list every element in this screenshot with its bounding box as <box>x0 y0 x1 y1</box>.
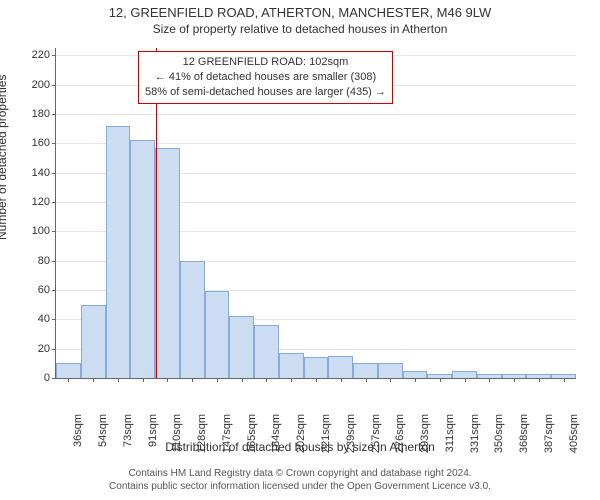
page-title: 12, GREENFIELD ROAD, ATHERTON, MANCHESTE… <box>0 5 600 20</box>
histogram-bar <box>155 148 180 378</box>
x-tick-mark <box>167 378 168 382</box>
x-tick-label: 110sqm <box>171 408 183 464</box>
x-tick-label: 350sqm <box>493 408 505 464</box>
x-tick-mark <box>514 378 515 382</box>
x-tick-label: 387sqm <box>543 408 555 464</box>
x-tick-label: 293sqm <box>419 408 431 464</box>
x-tick-mark <box>366 378 367 382</box>
annotation-line: ← 41% of detached houses are smaller (30… <box>145 70 386 85</box>
histogram-bar <box>279 353 304 378</box>
x-tick-mark <box>390 378 391 382</box>
x-tick-mark <box>242 378 243 382</box>
histogram-bar <box>403 371 428 378</box>
x-tick-label: 257sqm <box>370 408 382 464</box>
y-tick-label: 140 <box>32 167 56 179</box>
x-tick-mark <box>440 378 441 382</box>
annotation-line: 58% of semi-detached houses are larger (… <box>145 85 386 100</box>
x-tick-mark <box>118 378 119 382</box>
y-tick-label: 220 <box>32 49 56 61</box>
y-tick-label: 20 <box>38 343 56 355</box>
x-tick-label: 239sqm <box>345 408 357 464</box>
page-subtitle: Size of property relative to detached ho… <box>0 22 600 36</box>
x-tick-mark <box>316 378 317 382</box>
x-tick-mark <box>143 378 144 382</box>
x-tick-label: 91sqm <box>147 408 159 464</box>
x-tick-mark <box>93 378 94 382</box>
gridline <box>56 114 576 115</box>
footer-line-2: Contains public sector information licen… <box>109 481 491 492</box>
x-tick-mark <box>489 378 490 382</box>
x-tick-label: 311sqm <box>444 408 456 464</box>
x-tick-mark <box>415 378 416 382</box>
x-tick-label: 184sqm <box>270 408 282 464</box>
y-tick-label: 0 <box>44 372 56 384</box>
x-tick-label: 202sqm <box>295 408 307 464</box>
histogram-bar <box>304 357 329 378</box>
x-tick-label: 36sqm <box>72 408 84 464</box>
histogram-bar <box>229 316 254 378</box>
x-tick-mark <box>291 378 292 382</box>
y-tick-label: 180 <box>32 108 56 120</box>
histogram-plot: 02040608010012014016018020022036sqm54sqm… <box>55 48 576 379</box>
footer-line-1: Contains HM Land Registry data © Crown c… <box>128 468 471 479</box>
histogram-bar <box>180 261 205 378</box>
x-tick-label: 147sqm <box>221 408 233 464</box>
y-axis-label: Number of detached properties <box>0 75 9 240</box>
x-tick-mark <box>217 378 218 382</box>
annotation-line: 12 GREENFIELD ROAD: 102sqm <box>145 55 386 70</box>
histogram-bar <box>56 363 81 378</box>
x-tick-label: 276sqm <box>394 408 406 464</box>
histogram-bar <box>378 363 403 378</box>
x-tick-mark <box>564 378 565 382</box>
y-tick-label: 60 <box>38 284 56 296</box>
annotation-box: 12 GREENFIELD ROAD: 102sqm← 41% of detac… <box>138 51 393 104</box>
histogram-bar <box>205 291 230 378</box>
x-tick-label: 368sqm <box>518 408 530 464</box>
x-tick-mark <box>266 378 267 382</box>
x-tick-label: 73sqm <box>122 408 134 464</box>
y-tick-label: 100 <box>32 225 56 237</box>
x-tick-mark <box>68 378 69 382</box>
histogram-bar <box>130 140 155 378</box>
histogram-bar <box>328 356 353 378</box>
histogram-bar <box>254 325 279 378</box>
x-tick-label: 221sqm <box>320 408 332 464</box>
y-tick-label: 40 <box>38 313 56 325</box>
x-tick-label: 54sqm <box>97 408 109 464</box>
y-tick-label: 200 <box>32 79 56 91</box>
x-tick-mark <box>539 378 540 382</box>
y-tick-label: 80 <box>38 255 56 267</box>
x-tick-label: 405sqm <box>568 408 580 464</box>
x-tick-label: 128sqm <box>196 408 208 464</box>
y-tick-label: 160 <box>32 137 56 149</box>
histogram-bar <box>81 305 106 378</box>
histogram-bar <box>106 126 131 378</box>
x-tick-label: 331sqm <box>469 408 481 464</box>
footer-attribution: Contains HM Land Registry data © Crown c… <box>0 468 600 493</box>
x-tick-label: 165sqm <box>246 408 258 464</box>
y-tick-label: 120 <box>32 196 56 208</box>
x-tick-mark <box>465 378 466 382</box>
histogram-bar <box>353 363 378 378</box>
histogram-bar <box>452 371 477 378</box>
x-tick-mark <box>192 378 193 382</box>
x-tick-mark <box>341 378 342 382</box>
x-axis-label: Distribution of detached houses by size … <box>0 440 600 454</box>
